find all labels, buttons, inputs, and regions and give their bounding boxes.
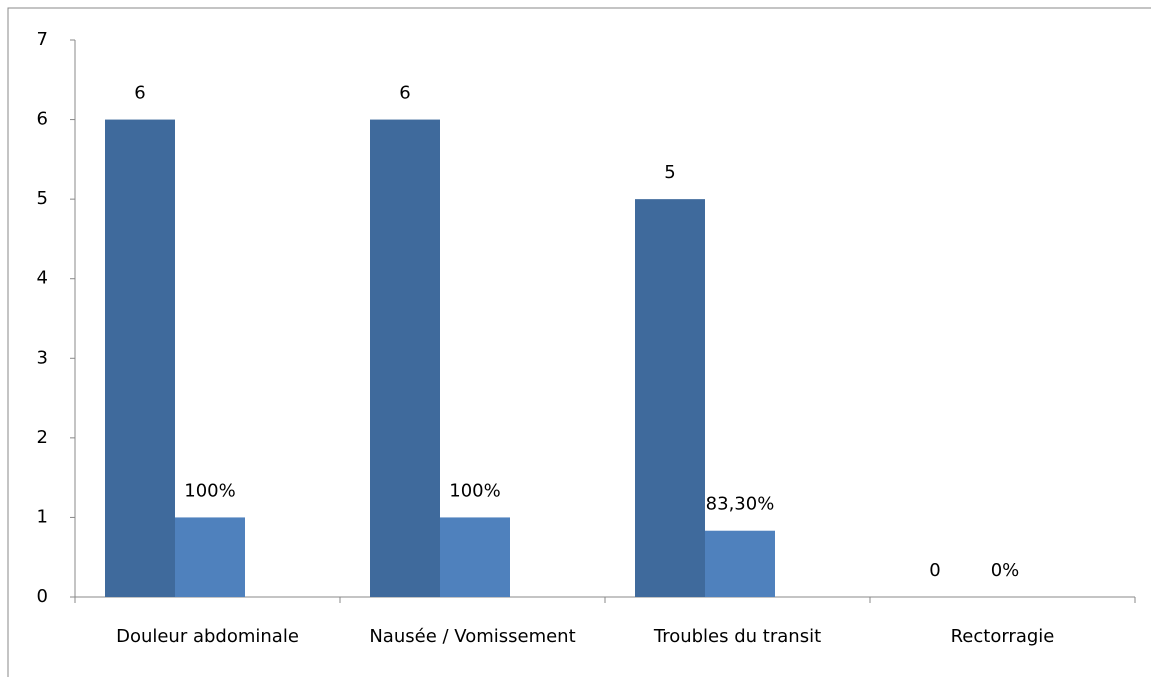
data-label: 0: [929, 560, 940, 581]
x-tick-label: Nausée / Vomissement: [369, 626, 575, 647]
data-label: 100%: [449, 480, 500, 501]
bar: [370, 119, 440, 598]
y-tick-label: 4: [37, 268, 48, 289]
bar: [105, 119, 175, 598]
y-tick-label: 6: [37, 109, 48, 130]
data-label: 100%: [184, 480, 235, 501]
y-tick-label: 3: [37, 347, 48, 368]
x-tick-label: Troubles du transit: [653, 626, 821, 647]
data-label: 6: [399, 83, 410, 104]
bar: [440, 517, 510, 597]
data-label: 83,30%: [706, 494, 775, 515]
x-tick-label: Douleur abdominale: [116, 626, 299, 647]
y-tick-label: 7: [37, 29, 48, 50]
x-tick-label: Rectorragie: [951, 626, 1055, 647]
data-label: 0%: [991, 560, 1020, 581]
data-label: 5: [664, 162, 675, 183]
bar: [705, 530, 775, 597]
bar: [635, 199, 705, 597]
y-tick-label: 1: [37, 506, 48, 527]
data-label: 6: [134, 83, 145, 104]
y-tick-label: 2: [37, 427, 48, 448]
y-tick-label: 0: [37, 586, 48, 607]
chart-frame: [7, 7, 1151, 677]
y-tick-label: 5: [37, 188, 48, 209]
bar: [175, 517, 245, 597]
